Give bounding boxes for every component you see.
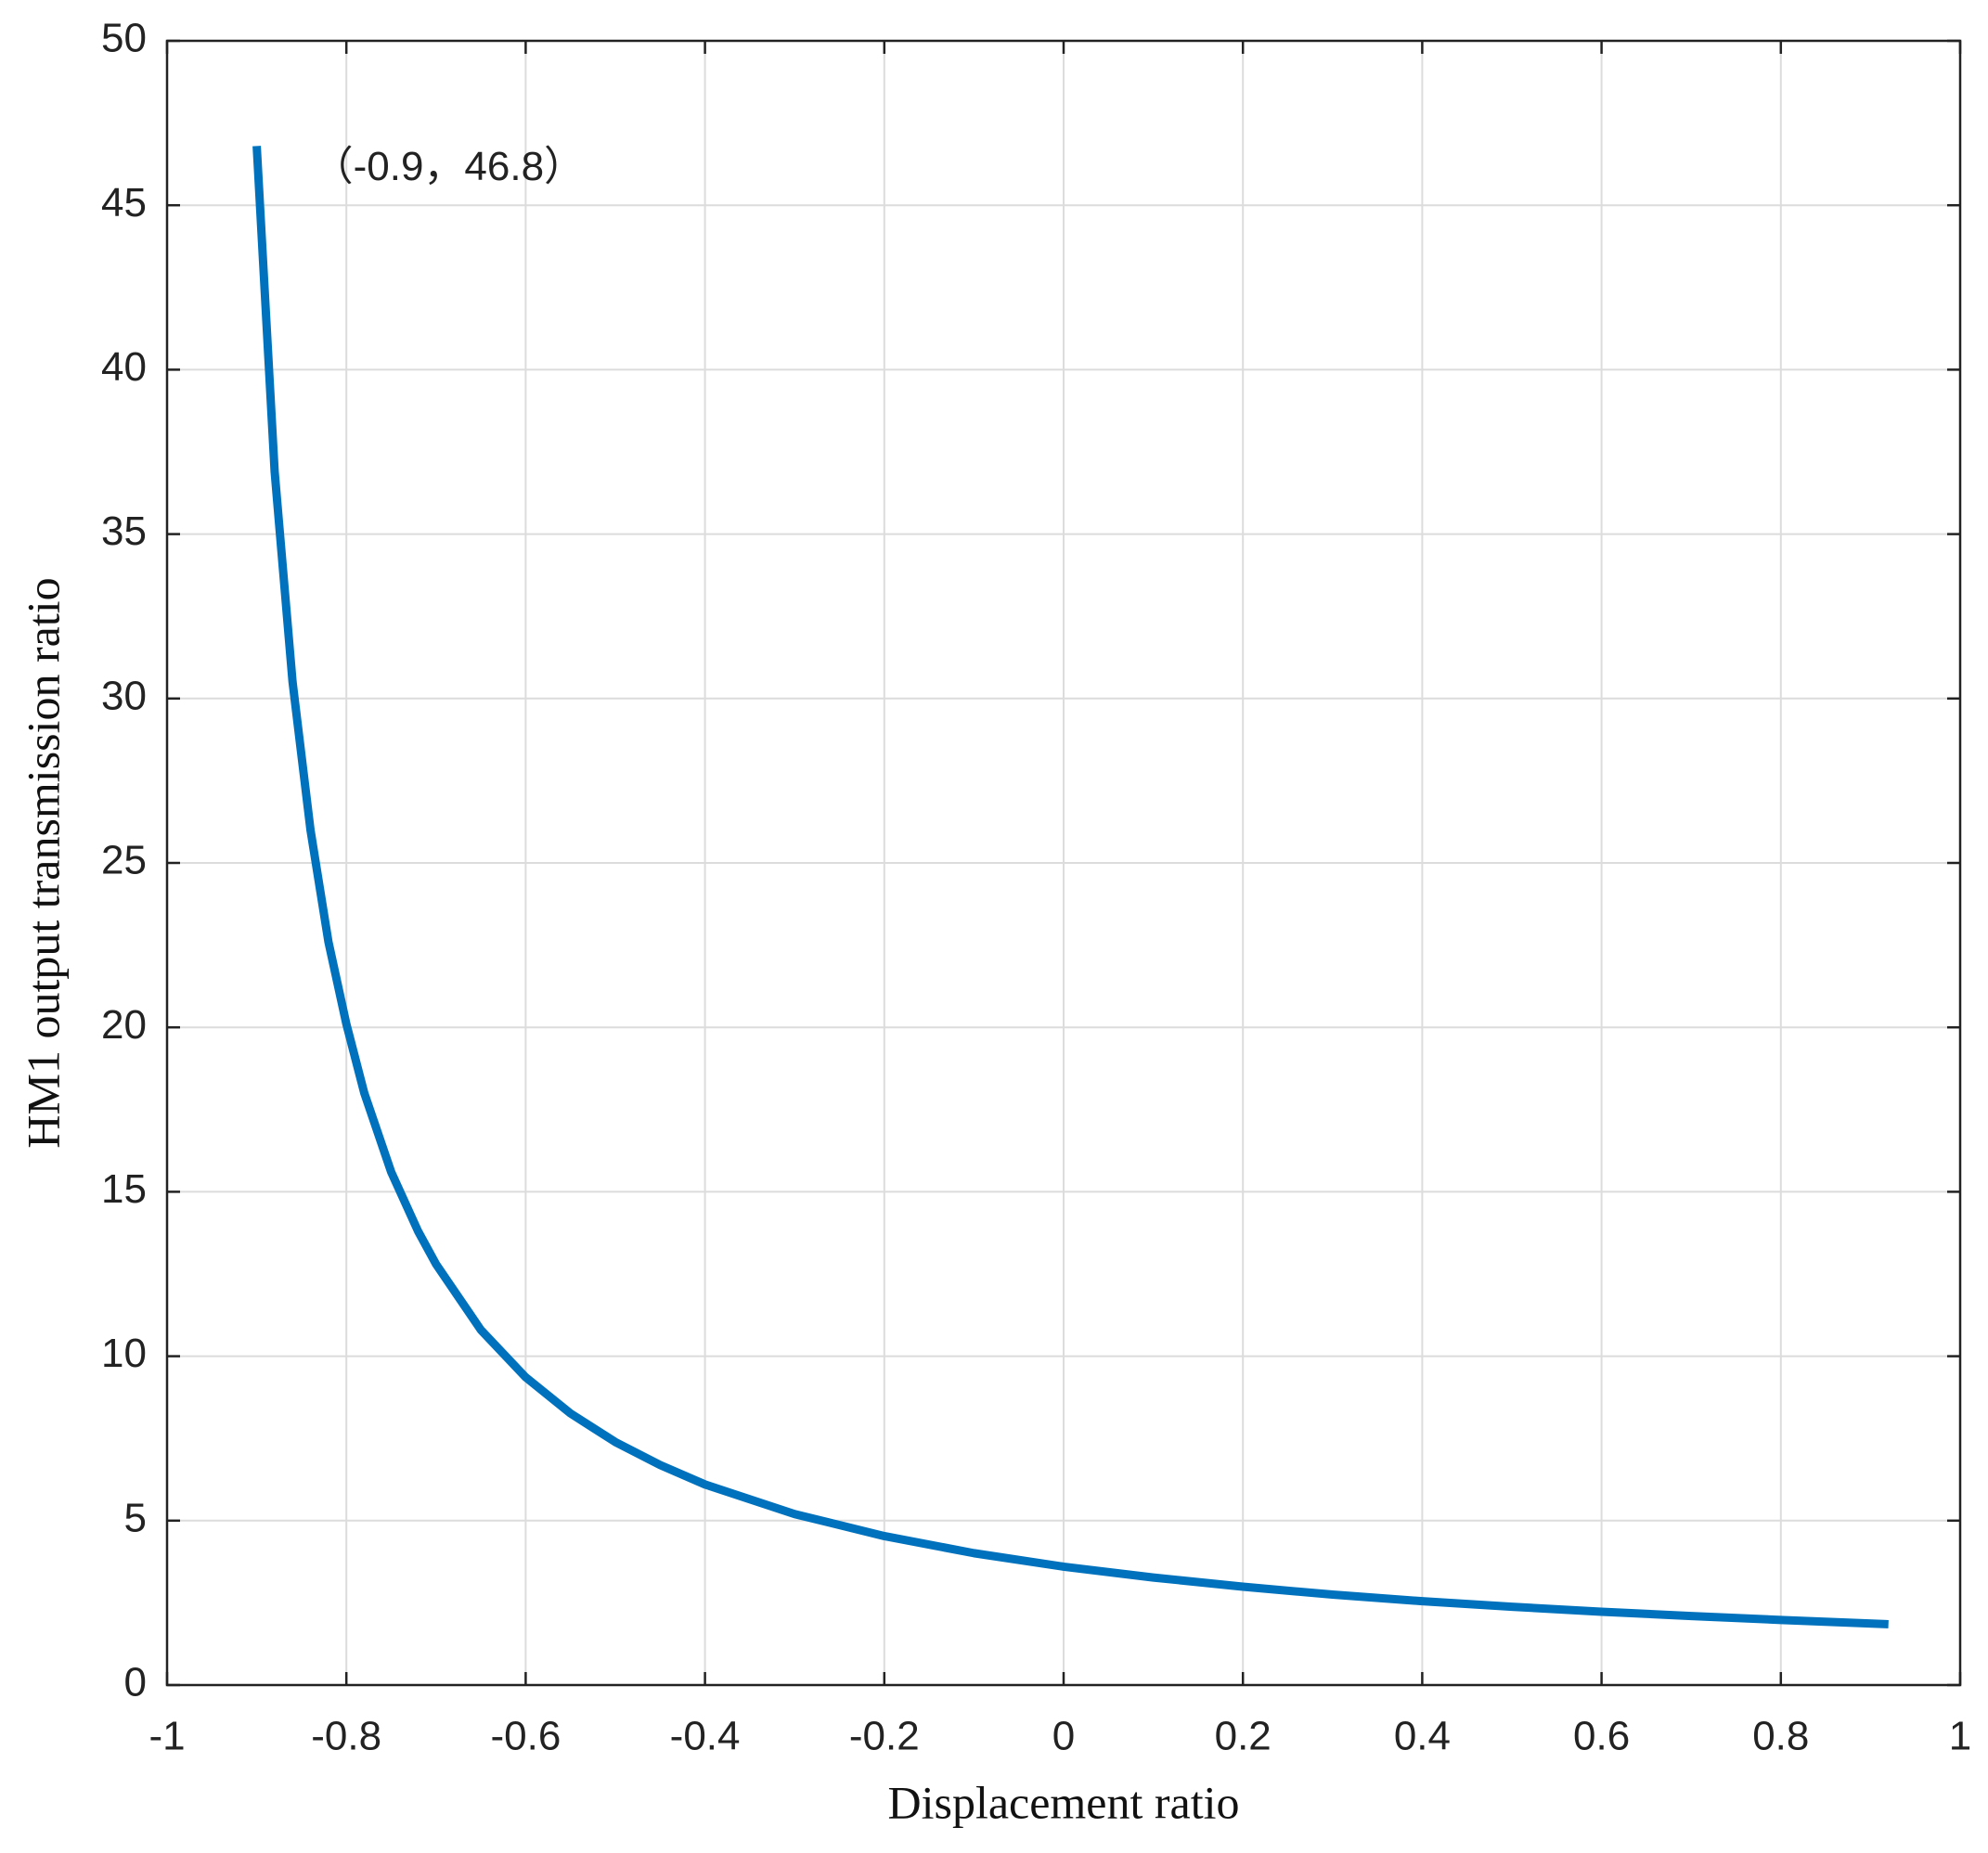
x-tick-label: 0.6	[1573, 1714, 1630, 1759]
y-tick-label: 45	[101, 180, 147, 225]
x-tick-label: 0.4	[1394, 1714, 1451, 1759]
x-tick-label: 1	[1949, 1714, 1971, 1759]
x-tick-label: 0.8	[1752, 1714, 1809, 1759]
y-tick-label: 50	[101, 16, 147, 61]
x-tick-label: 0	[1052, 1714, 1075, 1759]
y-tick-label: 5	[124, 1495, 147, 1540]
x-tick-label: -1	[148, 1714, 185, 1759]
x-tick-label: 0.2	[1215, 1714, 1272, 1759]
y-tick-label: 30	[101, 673, 147, 718]
annotation: （-0.9，46.8）	[313, 144, 585, 189]
x-tick-label: -0.8	[311, 1714, 381, 1759]
y-axis-label: HM1 output transmission ratio	[17, 577, 69, 1148]
y-tick-label: 35	[101, 508, 147, 554]
x-tick-label: -0.2	[849, 1714, 920, 1759]
x-tick-label: -0.6	[490, 1714, 561, 1759]
line-series	[252, 146, 1889, 1628]
plot-frame	[165, 39, 1962, 1687]
y-tick-label: 10	[101, 1331, 147, 1376]
y-tick-label: 0	[124, 1660, 147, 1705]
y-tick-label: 15	[101, 1166, 147, 1212]
y-tick-label: 25	[101, 838, 147, 883]
y-tick-label: 40	[101, 344, 147, 390]
x-tick-label: -0.4	[670, 1714, 741, 1759]
x-axis-label: Displacement ratio	[887, 1776, 1239, 1828]
y-tick-label: 20	[101, 1002, 147, 1048]
